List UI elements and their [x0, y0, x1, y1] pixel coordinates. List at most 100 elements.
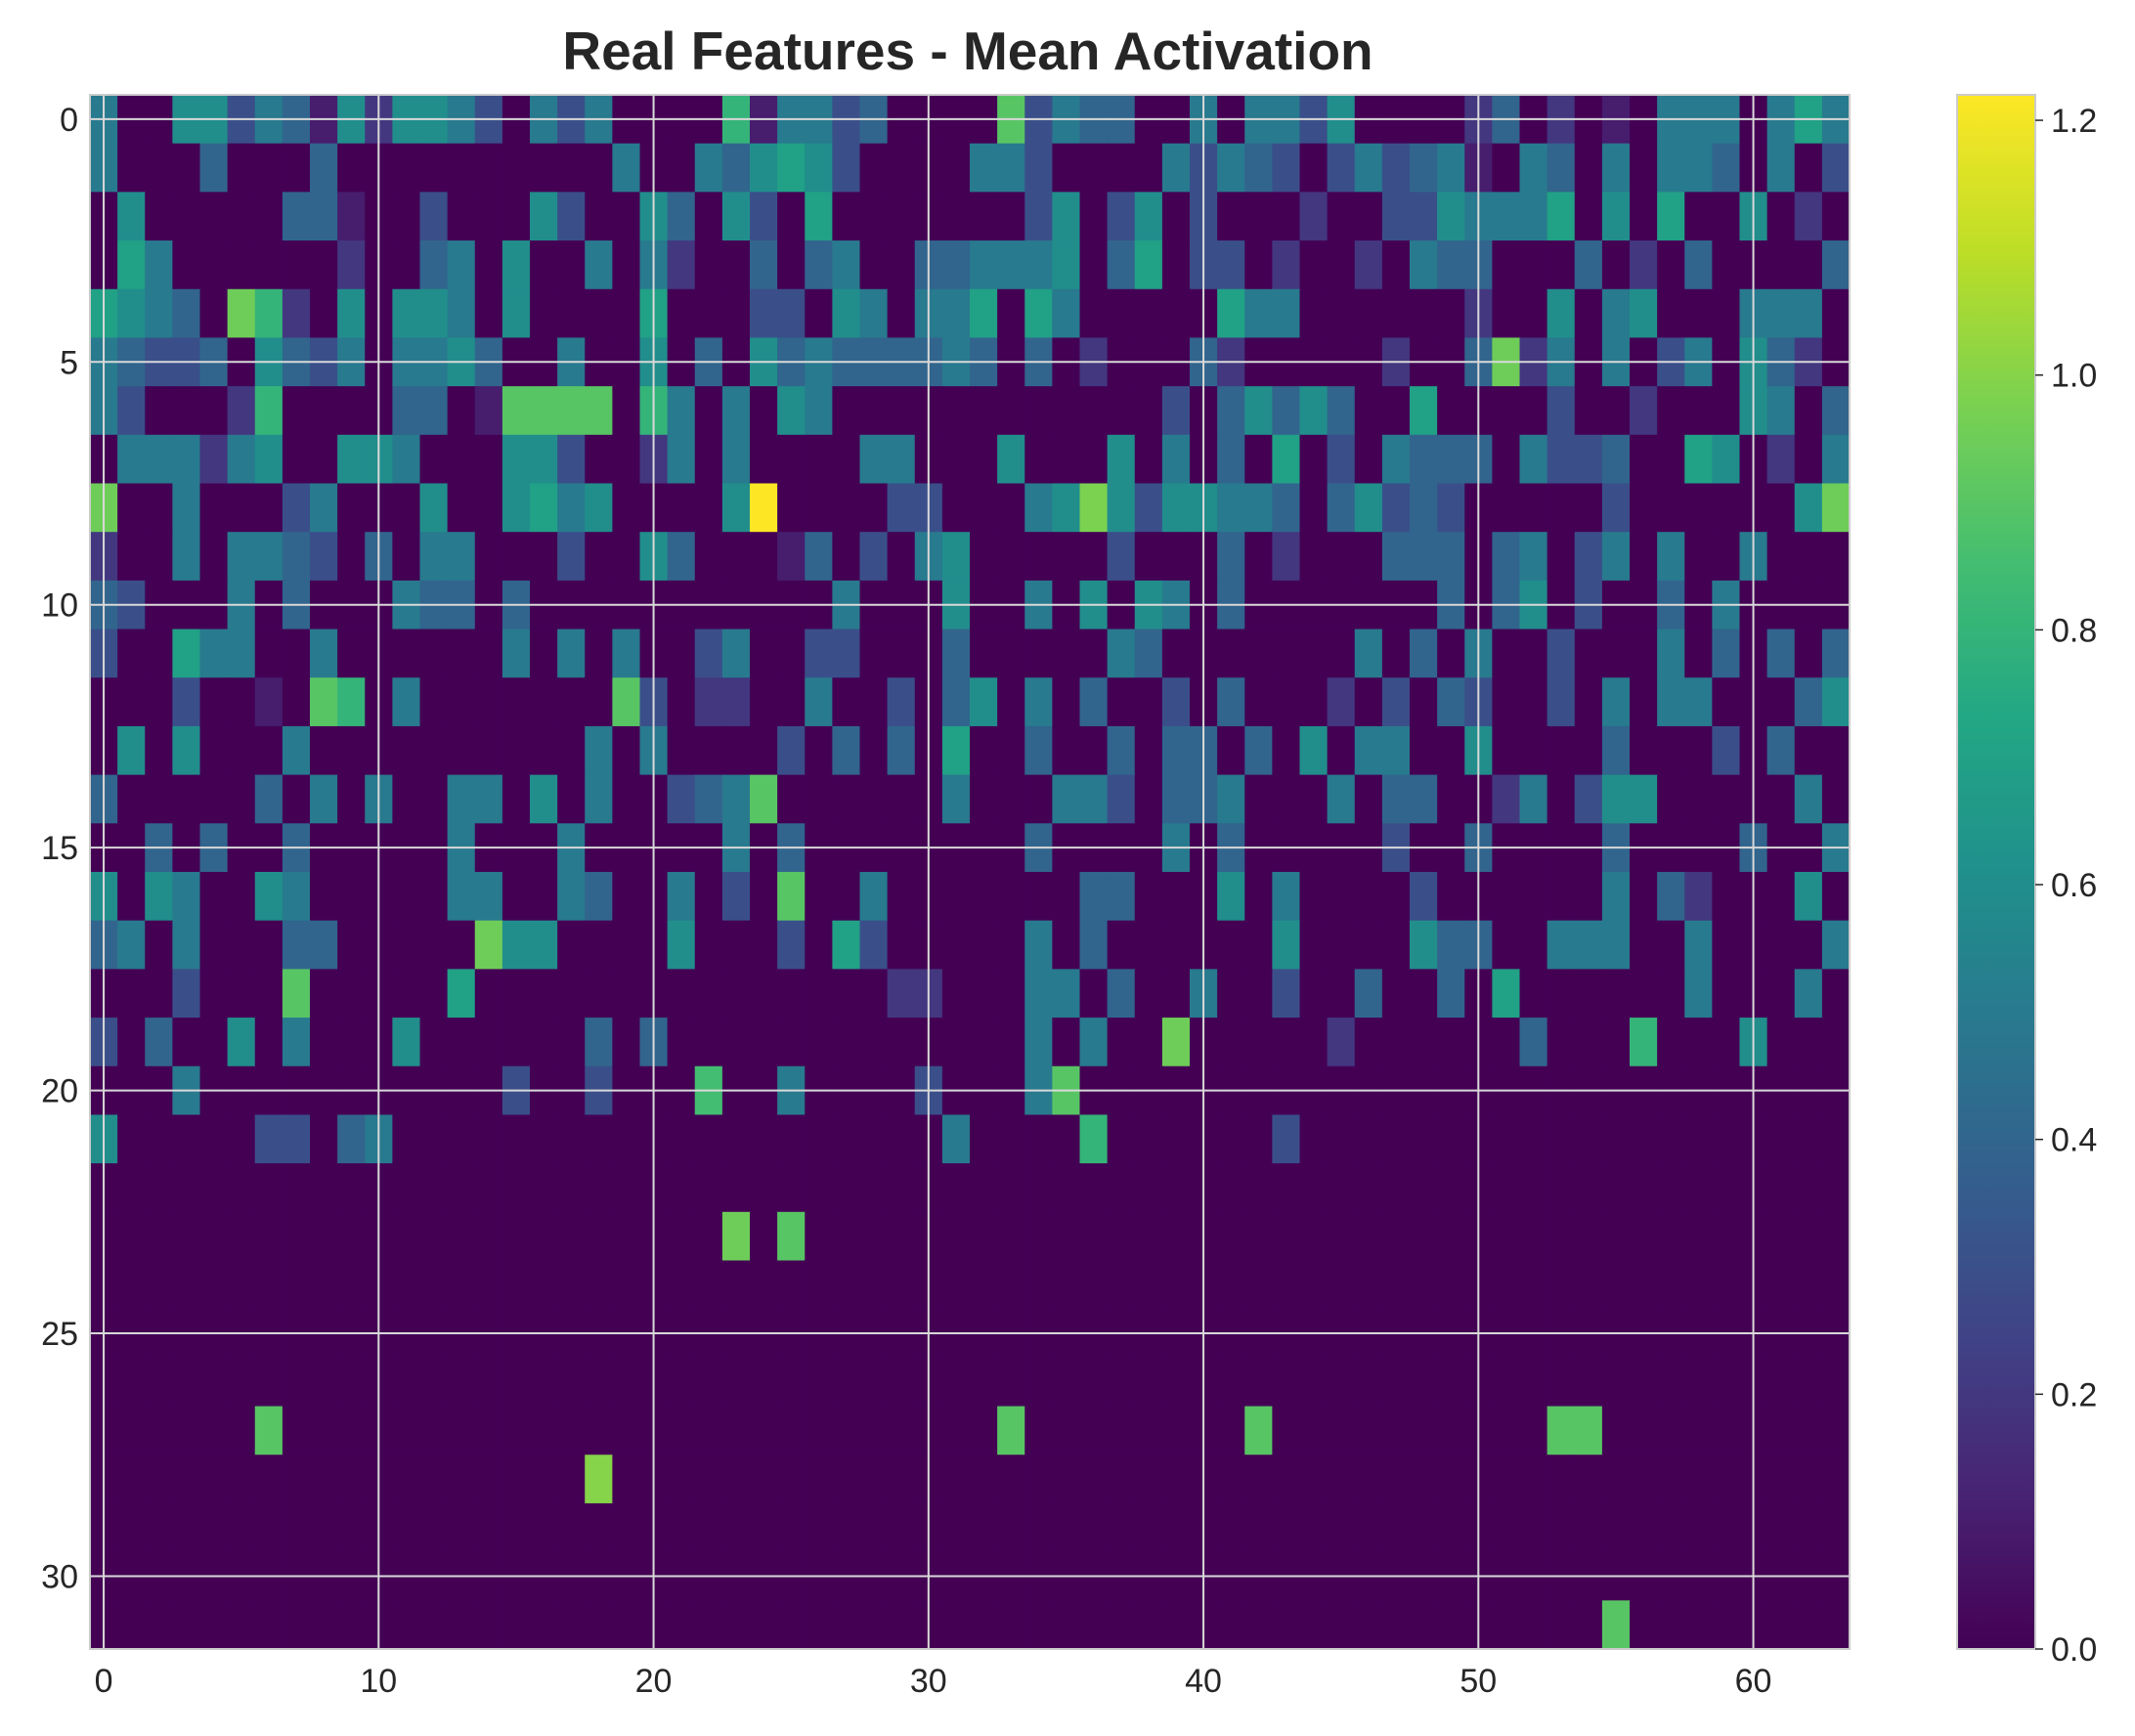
- heatmap-cell: [530, 1357, 558, 1408]
- heatmap-cell: [1244, 629, 1273, 678]
- heatmap-cell: [887, 1406, 916, 1455]
- heatmap-cell: [941, 434, 971, 485]
- heatmap-cell: [1134, 1260, 1163, 1310]
- heatmap-cell: [199, 1502, 229, 1553]
- heatmap-cell: [337, 1018, 366, 1067]
- heatmap-cell: [1712, 386, 1741, 436]
- heatmap-cell: [557, 1114, 586, 1164]
- heatmap-cell: [1794, 920, 1823, 970]
- heatmap-cell: [530, 1018, 558, 1067]
- heatmap-cell: [859, 143, 889, 193]
- heatmap-cell: [887, 677, 916, 727]
- heatmap-cell: [1161, 1163, 1191, 1213]
- heatmap-cell: [832, 1406, 861, 1455]
- heatmap-cell: [310, 1600, 338, 1650]
- heatmap-cell: [1712, 1163, 1741, 1213]
- heatmap-cell: [887, 532, 916, 582]
- heatmap-cell: [1684, 192, 1713, 241]
- heatmap-cell: [1272, 288, 1301, 339]
- heatmap-cell: [1107, 1211, 1136, 1262]
- heatmap-cell: [1327, 774, 1356, 824]
- heatmap-cell: [1574, 1600, 1603, 1650]
- heatmap-cell: [172, 483, 201, 533]
- heatmap-cell: [530, 288, 558, 339]
- heatmap-cell: [392, 725, 421, 776]
- heatmap-cell: [282, 969, 311, 1019]
- heatmap-cell: [337, 725, 366, 776]
- heatmap-cell: [172, 1018, 201, 1067]
- heatmap-cell: [750, 1114, 778, 1164]
- heatmap-cell: [1601, 532, 1631, 582]
- heatmap-cell: [474, 1406, 503, 1455]
- heatmap-cell: [887, 725, 916, 776]
- heatmap-cell: [832, 969, 861, 1019]
- heatmap-cell: [1052, 969, 1081, 1019]
- heatmap-cell: [117, 872, 146, 922]
- heatmap-cell: [1244, 1502, 1273, 1553]
- heatmap-cell: [419, 1406, 449, 1455]
- heatmap-cell: [227, 1260, 256, 1310]
- heatmap-cell: [859, 1260, 889, 1310]
- heatmap-cell: [1107, 677, 1136, 727]
- heatmap-cell: [887, 483, 916, 533]
- heatmap-cell: [1381, 1406, 1411, 1455]
- heatmap-cell: [1601, 288, 1631, 339]
- heatmap-cell: [1079, 1114, 1109, 1164]
- heatmap-cell: [1712, 1114, 1741, 1164]
- heatmap-cell: [887, 240, 916, 290]
- heatmap-cell: [1492, 725, 1521, 776]
- heatmap-cell: [1354, 1502, 1383, 1553]
- heatmap-cell: [1437, 1600, 1465, 1650]
- heatmap-cell: [667, 532, 696, 582]
- heatmap-cell: [750, 1018, 778, 1067]
- heatmap-cell: [1272, 629, 1301, 678]
- heatmap-cell: [750, 1357, 778, 1408]
- heatmap-cell: [1024, 1454, 1053, 1504]
- heatmap-cell: [254, 240, 283, 290]
- heatmap-cell: [1410, 1357, 1438, 1408]
- heatmap-cell: [750, 1406, 778, 1455]
- heatmap-cell: [145, 1600, 173, 1650]
- heatmap-cell: [117, 532, 146, 582]
- heatmap-cell: [117, 386, 146, 436]
- heatmap-cell: [1437, 677, 1465, 727]
- heatmap-cell: [1794, 677, 1823, 727]
- heatmap-cell: [1272, 969, 1301, 1019]
- heatmap-cell: [1244, 532, 1273, 582]
- heatmap-cell: [1410, 1211, 1438, 1262]
- heatmap-cell: [337, 288, 366, 339]
- heatmap-cell: [1437, 725, 1465, 776]
- heatmap-cell: [282, 386, 311, 436]
- heatmap-cell: [1437, 1211, 1465, 1262]
- heatmap-cell: [1327, 288, 1356, 339]
- heatmap-cell: [1519, 483, 1548, 533]
- heatmap-cell: [1684, 143, 1713, 193]
- heatmap-cell: [1299, 240, 1329, 290]
- heatmap-cell: [1244, 1357, 1273, 1408]
- heatmap-cell: [1354, 774, 1383, 824]
- heatmap-cell: [667, 1260, 696, 1310]
- heatmap-cell: [117, 920, 146, 970]
- heatmap-cell: [227, 240, 256, 290]
- heatmap-cell: [1161, 1211, 1191, 1262]
- heatmap-cell: [1161, 677, 1191, 727]
- heatmap-cell: [1327, 143, 1356, 193]
- heatmap-cell: [501, 1357, 531, 1408]
- heatmap-cell: [172, 920, 201, 970]
- heatmap-cell: [1601, 240, 1631, 290]
- heatmap-cell: [530, 483, 558, 533]
- heatmap-cell: [1766, 483, 1796, 533]
- heatmap-cell: [199, 532, 229, 582]
- heatmap-cell: [254, 434, 283, 485]
- heatmap-cell: [1684, 1454, 1713, 1504]
- heatmap-cell: [199, 725, 229, 776]
- heatmap-cell: [172, 143, 201, 193]
- heatmap-cell: [832, 143, 861, 193]
- heatmap-cell: [1272, 434, 1301, 485]
- heatmap-cell: [530, 1502, 558, 1553]
- heatmap-cell: [1712, 774, 1741, 824]
- heatmap-cell: [1052, 1018, 1081, 1067]
- heatmap-cell: [1024, 629, 1053, 678]
- heatmap-cell: [694, 1163, 723, 1213]
